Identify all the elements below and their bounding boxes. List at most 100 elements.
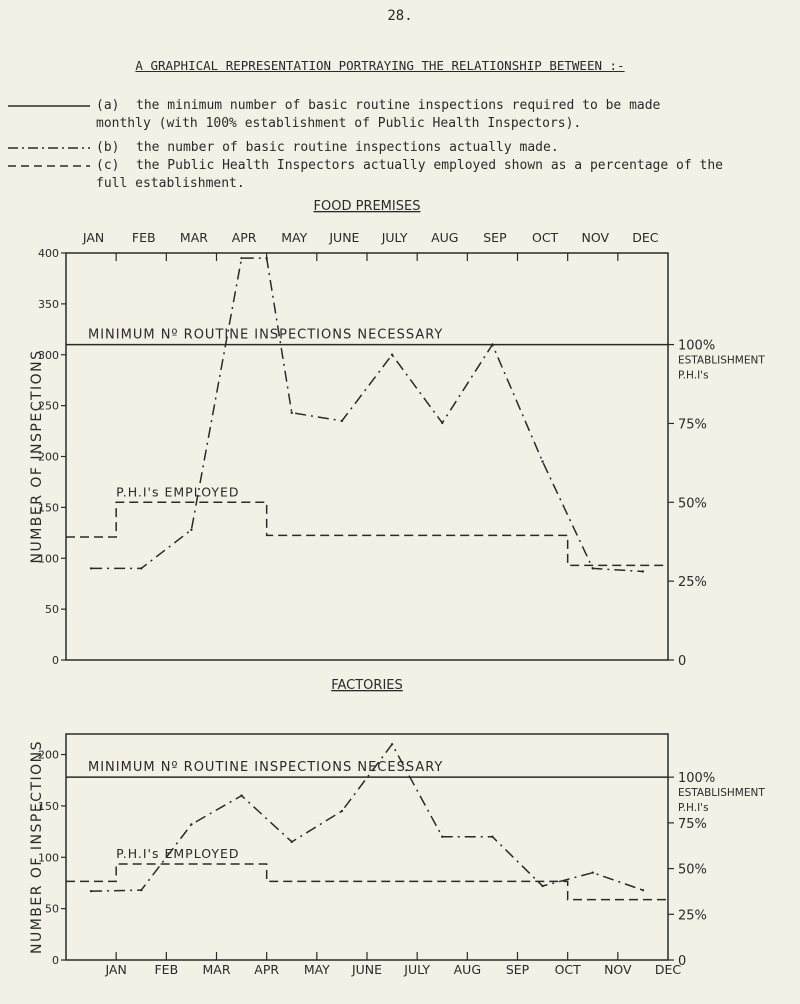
inspections-made-point bbox=[491, 343, 494, 346]
y-axis-label: NUMBER OF INSPECTIONS bbox=[29, 349, 45, 563]
x-tick-label: JULY bbox=[381, 230, 408, 245]
y-tick-label: 150 bbox=[38, 501, 59, 514]
right-axis-tick-label: 50% bbox=[678, 863, 707, 878]
inspections-made-point bbox=[89, 567, 93, 570]
phi-employed-line bbox=[66, 863, 668, 901]
inspections-made-point bbox=[441, 421, 444, 425]
phi-employed-line bbox=[66, 501, 668, 567]
x-tick-label: APR bbox=[254, 962, 279, 977]
right-axis-extra-label: ESTABLISHMENT bbox=[678, 787, 765, 799]
right-axis-tick-label: 100% bbox=[678, 339, 715, 354]
x-tick-label: DEC bbox=[632, 230, 659, 245]
y-tick-label: 100 bbox=[38, 851, 59, 864]
legend-dashed-line-sample bbox=[8, 164, 90, 167]
x-tick-label: NOV bbox=[581, 230, 609, 245]
inspections-made-point bbox=[441, 835, 444, 838]
inspections-made-point bbox=[641, 570, 645, 573]
y-axis-label: NUMBER OF INSPECTIONS bbox=[29, 740, 45, 954]
x-tick-label: OCT bbox=[532, 230, 559, 245]
legend-text: the number of basic routine inspections … bbox=[136, 140, 559, 155]
y-tick-label: 300 bbox=[38, 349, 59, 362]
x-tick-label: OCT bbox=[555, 962, 582, 977]
inspections-made-point bbox=[190, 528, 193, 531]
inspections-made-point bbox=[89, 889, 93, 893]
right-axis-tick-label: 75% bbox=[678, 417, 707, 432]
phi-employed-label: P.H.I's EMPLOYED bbox=[116, 484, 239, 499]
inspections-made-point bbox=[190, 823, 193, 826]
y-tick-label: 400 bbox=[38, 247, 59, 260]
inspections-made-point bbox=[140, 567, 143, 570]
plot-frame bbox=[65, 252, 669, 661]
inspections-made-line bbox=[91, 742, 644, 892]
y-tick-label: 50 bbox=[45, 903, 59, 916]
inspections-made-point bbox=[265, 256, 268, 260]
x-tick-label: FEB bbox=[154, 962, 178, 977]
inspections-made-point bbox=[290, 840, 293, 844]
inspections-made-point bbox=[491, 835, 494, 838]
x-tick-label: JUNE bbox=[328, 230, 359, 245]
legend-text: the Public Health Inspectors actually em… bbox=[136, 158, 723, 173]
right-axis-tick-label: 100% bbox=[678, 771, 715, 786]
y-tick-label: 0 bbox=[52, 654, 59, 667]
x-tick-label: JAN bbox=[104, 962, 126, 977]
x-tick-label: APR bbox=[232, 230, 257, 245]
x-tick-label: AUG bbox=[431, 230, 458, 245]
x-tick-label: MAY bbox=[304, 962, 330, 977]
document-title: A GRAPHICAL REPRESENTATION PORTRAYING TH… bbox=[40, 58, 720, 73]
inspections-made-line bbox=[91, 257, 643, 573]
inspections-made-point bbox=[140, 888, 143, 892]
x-tick-label: JAN bbox=[82, 230, 104, 245]
y-tick-label: 350 bbox=[38, 298, 59, 311]
legend-solid-line-sample bbox=[8, 104, 90, 107]
legend-key: (b) bbox=[96, 140, 120, 155]
chart-title: FOOD PREMISES bbox=[314, 199, 421, 214]
legend-text: the minimum number of basic routine insp… bbox=[136, 98, 661, 113]
legend-text-continued: full establishment. bbox=[96, 176, 245, 191]
legend-item-a: (a) the minimum number of basic routine i… bbox=[8, 97, 768, 133]
inspections-made-point bbox=[390, 743, 394, 746]
y-tick-label: 200 bbox=[38, 749, 59, 762]
y-tick-label: 250 bbox=[38, 400, 59, 413]
x-tick-label: MAY bbox=[281, 230, 307, 245]
x-tick-label: SEP bbox=[506, 962, 530, 977]
inspections-made-point bbox=[340, 809, 344, 813]
right-axis-tick-label: 0 bbox=[678, 954, 686, 969]
inspections-made-point bbox=[290, 411, 293, 414]
y-tick-label: 0 bbox=[52, 954, 59, 967]
x-tick-label: NOV bbox=[604, 962, 632, 977]
right-axis-tick-label: 25% bbox=[678, 575, 707, 590]
y-tick-label: 100 bbox=[38, 552, 59, 565]
inspections-made-point bbox=[541, 884, 544, 888]
inspections-made-point bbox=[591, 567, 594, 570]
legend-dash-dot-line-sample bbox=[8, 146, 90, 149]
y-tick-label: 50 bbox=[45, 603, 59, 616]
x-tick-label: SEP bbox=[483, 230, 507, 245]
x-tick-label: FEB bbox=[132, 230, 156, 245]
right-axis-tick-label: 50% bbox=[678, 496, 707, 511]
right-axis-tick-label: 0 bbox=[678, 654, 686, 669]
legend-key: (c) bbox=[96, 158, 120, 173]
legend-key: (a) bbox=[96, 98, 120, 113]
x-tick-label: AUG bbox=[454, 962, 481, 977]
page-number: 28. bbox=[387, 8, 413, 24]
minimum-inspections-label: MINIMUM Nº ROUTINE INSPECTIONS NECESSARY bbox=[88, 760, 443, 775]
legend-item-b: (b) the number of basic routine inspectio… bbox=[8, 139, 768, 157]
inspections-made-point bbox=[240, 256, 243, 260]
y-tick-label: 150 bbox=[38, 800, 59, 813]
inspections-made-point bbox=[591, 871, 594, 874]
phi-employed-label: P.H.I's EMPLOYED bbox=[116, 846, 239, 861]
right-axis-tick-label: 75% bbox=[678, 817, 707, 832]
chart-title: FACTORIES bbox=[331, 678, 403, 693]
inspections-made-point bbox=[240, 794, 243, 797]
inspections-made-point bbox=[340, 419, 344, 423]
legend-text-continued: monthly (with 100% establishment of Publ… bbox=[96, 116, 582, 131]
inspections-made-point bbox=[541, 460, 544, 463]
right-axis-tick-label: 25% bbox=[678, 908, 707, 923]
document-title-text: A GRAPHICAL REPRESENTATION PORTRAYING TH… bbox=[135, 58, 625, 73]
right-axis-extra-label: P.H.I's bbox=[678, 802, 709, 814]
x-tick-label: MAR bbox=[180, 230, 208, 245]
x-tick-label: MAR bbox=[202, 962, 230, 977]
minimum-inspections-label: MINIMUM Nº ROUTINE INSPECTIONS NECESSARY bbox=[88, 328, 443, 343]
legend-item-c: (c) the Public Health Inspectors actually… bbox=[8, 157, 768, 193]
